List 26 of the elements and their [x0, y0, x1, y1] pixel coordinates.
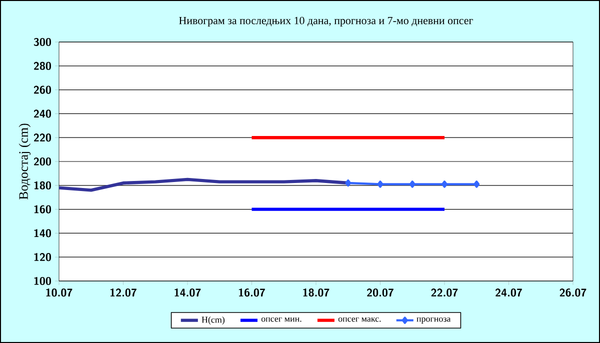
y-tick-label: 180	[34, 181, 51, 190]
y-axis-title: Водостај (cm)	[18, 124, 31, 200]
y-tick-label: 240	[34, 110, 51, 118]
y-tick-label: 200	[34, 157, 51, 166]
x-tick-label: 14.07	[174, 288, 201, 297]
legend-label: H(cm)	[202, 316, 224, 325]
x-tick-label: 16.07	[238, 288, 265, 297]
y-tick-label: 160	[34, 205, 51, 214]
x-tick-label: 20.07	[367, 288, 394, 297]
legend-label: опсег макс.	[338, 317, 381, 322]
y-tick-label: 260	[34, 86, 51, 94]
y-tick-label: 300	[34, 38, 51, 46]
x-tick-label: 18.07	[303, 288, 330, 297]
x-tick-label: 24.07	[496, 288, 522, 297]
y-tick-label: 100	[34, 276, 51, 286]
legend-label: прогноза	[416, 317, 451, 324]
y-tick-label: 120	[34, 253, 51, 262]
chart-title: Нивограм за последњих 10 дана, прогноза и 7-мо дневни опсег	[179, 16, 473, 26]
x-tick-label: 12.07	[110, 288, 136, 297]
y-tick-label: 220	[34, 134, 51, 142]
x-tick-label: 10.07	[46, 288, 72, 297]
legend-label: опсег мин.	[261, 317, 302, 322]
y-tick-label: 140	[34, 229, 51, 238]
x-tick-label: 22.07	[431, 288, 458, 297]
x-tick-label: 26.07	[560, 288, 586, 297]
y-tick-label: 280	[34, 62, 51, 70]
